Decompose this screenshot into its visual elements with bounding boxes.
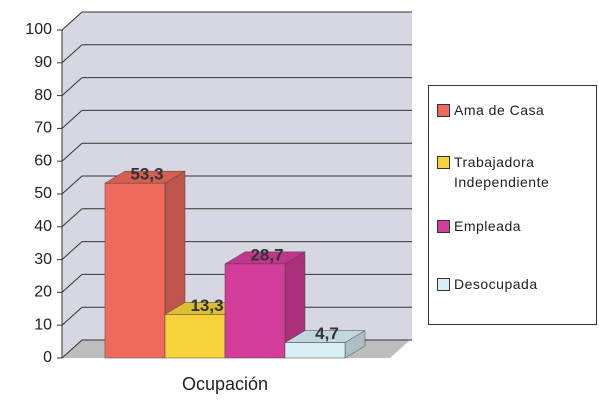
data-label: 28,7: [250, 245, 283, 264]
legend-item: Ama de Casa: [437, 100, 597, 120]
legend-swatch: [437, 156, 450, 169]
bar: [164, 314, 226, 359]
grid-line: [61, 11, 83, 31]
bar: [104, 182, 166, 359]
legend: Ama de Casa Trabajadora Independiente Empl…: [428, 85, 597, 325]
legend-item: Desocupada: [437, 274, 597, 294]
legend-label: Empleada: [454, 218, 522, 234]
y-tick-label: 80: [34, 87, 52, 104]
grid-line: [61, 44, 83, 64]
y-tick-label: 40: [34, 218, 52, 235]
legend-swatch: [437, 278, 450, 291]
data-label: 13,3: [190, 296, 223, 315]
y-tick-label: 30: [34, 251, 52, 268]
bar: [224, 263, 286, 359]
x-axis-label: Ocupación: [182, 374, 268, 394]
legend-item: Empleada: [437, 216, 597, 236]
legend-item: Trabajadora Independiente: [437, 152, 597, 192]
grid-line: [61, 110, 83, 129]
grid-line: [61, 175, 83, 195]
y-tick-label: 50: [34, 185, 52, 202]
y-tick-label: 100: [25, 21, 52, 38]
y-tick-label: 90: [34, 54, 52, 71]
grid-line: [61, 274, 83, 293]
legend-swatch: [437, 220, 450, 233]
y-tick-label: 0: [43, 349, 52, 366]
y-tick-label: 10: [34, 316, 52, 333]
grid-line: [61, 142, 83, 162]
legend-label: Trabajadora Independiente: [454, 154, 550, 190]
y-tick-label: 20: [34, 284, 52, 301]
grid-line: [61, 241, 83, 260]
y-tick-label: 60: [34, 152, 52, 169]
bar: [284, 342, 346, 359]
grid-line: [61, 306, 83, 326]
grid-line: [61, 77, 83, 96]
legend-label: Desocupada: [454, 276, 538, 292]
y-tick-label: 70: [34, 120, 52, 137]
grid-line: [61, 339, 83, 359]
legend-swatch: [437, 104, 450, 117]
legend-label: Ama de Casa: [454, 102, 545, 118]
data-label: 53,3: [130, 165, 163, 184]
data-label: 4,7: [315, 324, 339, 343]
grid-line: [61, 208, 83, 228]
